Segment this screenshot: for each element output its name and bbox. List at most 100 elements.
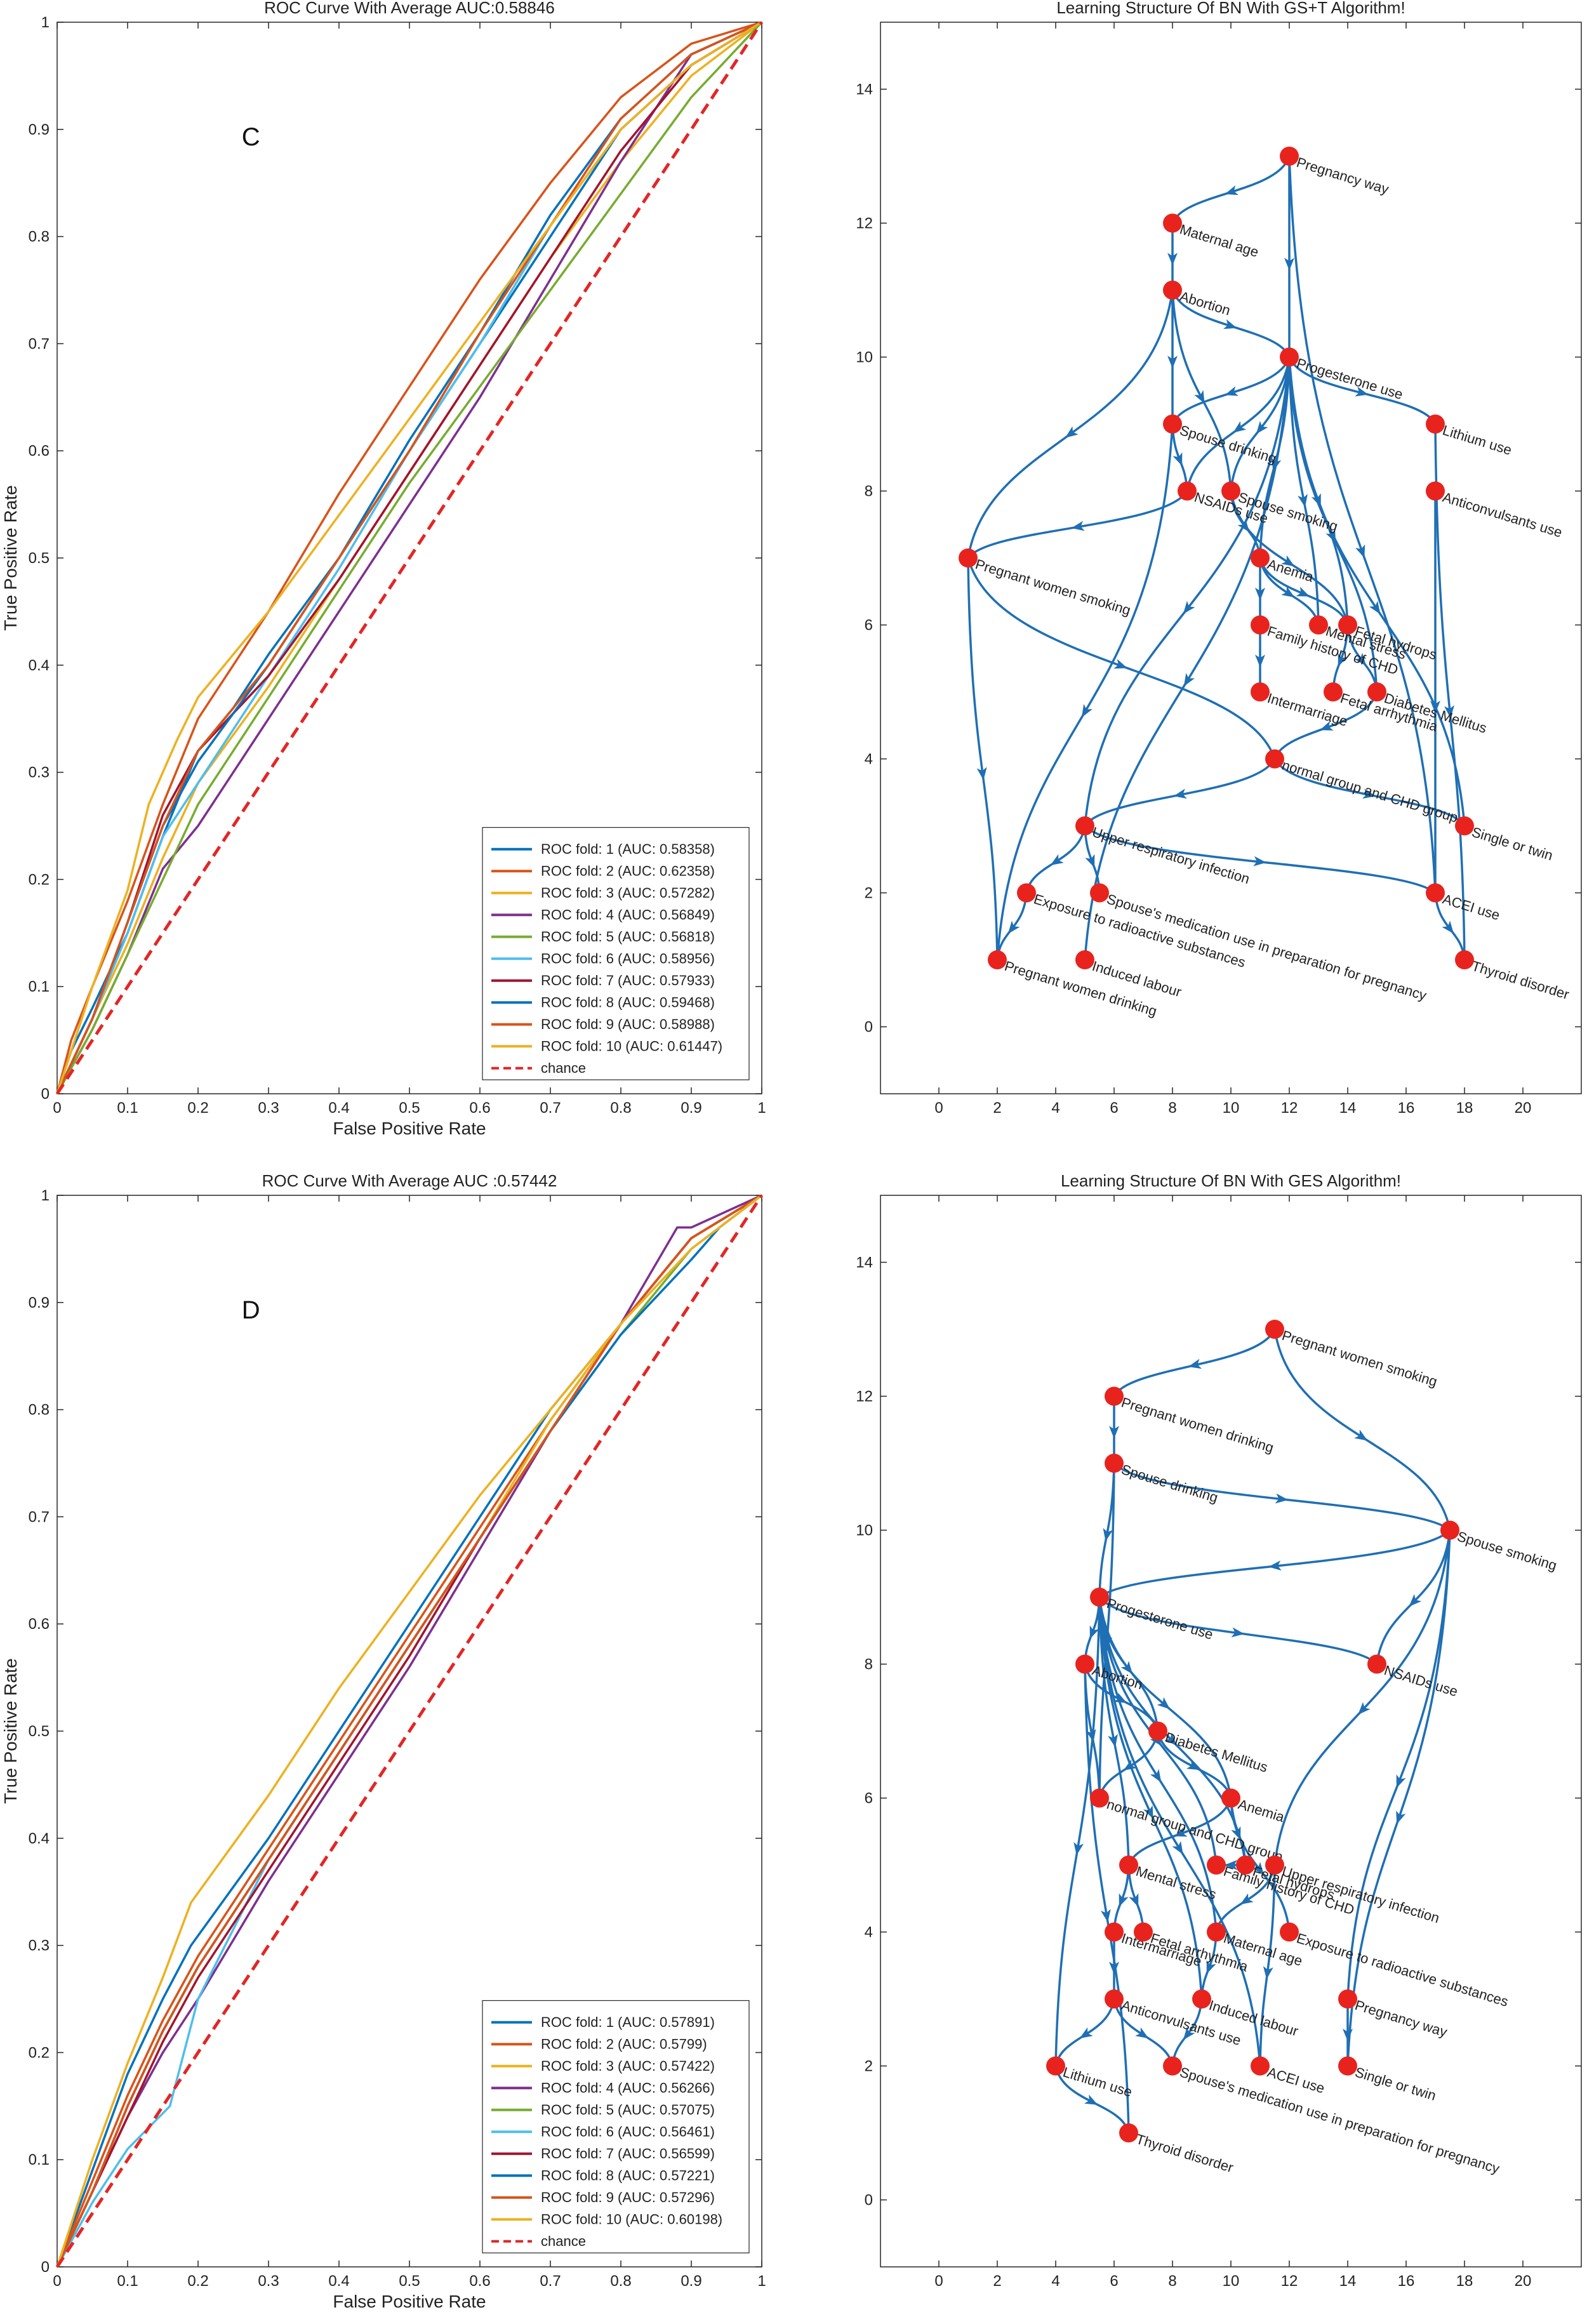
bn-edge-arrow — [1231, 1826, 1241, 1840]
bn-edge-arrow — [1231, 1627, 1245, 1638]
bn-node-label: Pregnant women smoking — [974, 556, 1133, 618]
y-tick-label: 0.8 — [29, 1402, 50, 1419]
x-tick-label: 20 — [1515, 2273, 1532, 2290]
y-tick-label: 0.4 — [29, 1830, 50, 1847]
bn-node — [1338, 615, 1357, 635]
chart-title: Learning Structure Of BN With GS+T Algor… — [1056, 0, 1405, 17]
bn-node-label: Progesterone use — [1105, 1595, 1215, 1643]
x-tick-label: 14 — [1339, 2273, 1357, 2290]
legend-entry: ROC fold: 2 (AUC: 0.62358) — [541, 863, 715, 879]
bn-edge-arrow — [1225, 386, 1239, 396]
y-tick-label: 0 — [41, 2259, 50, 2276]
bn-node-label: Thyroid disorder — [1134, 2131, 1235, 2175]
bn-node-label: Anemia — [1237, 1796, 1287, 1825]
bn-node — [1119, 2123, 1138, 2142]
bn-node-label: NSAIDs use — [1383, 1662, 1460, 1699]
bn-edge-arrow — [1320, 720, 1334, 731]
bn-edge — [967, 289, 1174, 559]
bn-edge-arrow — [1225, 185, 1239, 196]
y-tick-label: 14 — [856, 1254, 873, 1272]
bn-edge-arrow — [1183, 673, 1195, 687]
bn-edge-arrow — [1409, 1594, 1422, 1607]
legend-entry: ROC fold: 3 (AUC: 0.57282) — [541, 885, 715, 901]
bn-node — [1090, 1588, 1109, 1607]
roc-chart-d: ROC Curve With Average AUC :0.57442 0 0.1 0… — [1, 1171, 766, 2311]
y-tick-label: 0.3 — [29, 764, 50, 781]
bn-node-label: Spouse smoking — [1456, 1528, 1559, 1573]
bn-edge-arrow — [1183, 2026, 1195, 2040]
bn-node-label: Pregnancy way — [1353, 1997, 1449, 2040]
bn-node — [1455, 816, 1474, 835]
bn-node — [1163, 415, 1182, 434]
x-tick-label: 0.8 — [610, 1099, 631, 1117]
x-tick-label: 0.9 — [681, 1099, 701, 1117]
y-tick-label: 4 — [865, 751, 873, 768]
bn-edge-arrow — [1281, 586, 1295, 598]
y-tick-label: 6 — [865, 1790, 873, 1807]
y-tick-label: 0.4 — [29, 657, 50, 674]
bn-node — [1426, 883, 1445, 903]
bn-node — [1017, 883, 1036, 903]
bn-node — [1221, 481, 1240, 501]
bn-edge-arrow — [1167, 355, 1178, 369]
chart-title: ROC Curve With Average AUC :0.57442 — [262, 1171, 557, 1190]
x-axis-label: False Positive Rate — [333, 1119, 486, 1138]
chart-title: Learning Structure Of BN With GES Algori… — [1061, 1171, 1401, 1190]
bn-edge-arrow — [1157, 1697, 1171, 1710]
bn-edge-arrow — [1079, 2027, 1093, 2039]
legend-entry: ROC fold: 7 (AUC: 0.56599) — [541, 2146, 715, 2161]
bn-node-label: normal group and CHD group — [1280, 757, 1460, 825]
bn-edge-arrow — [1206, 1960, 1216, 1974]
y-tick-label: 10 — [856, 349, 873, 366]
y-tick-label: 0.3 — [29, 1937, 50, 1955]
bn-node — [1251, 682, 1270, 701]
bn-edge-arrow — [1358, 1702, 1371, 1715]
x-tick-label: 12 — [1281, 1099, 1298, 1117]
x-tick-label: 12 — [1281, 2273, 1298, 2290]
y-tick-label: 10 — [856, 1522, 873, 1539]
y-tick-label: 0.9 — [29, 1294, 50, 1311]
bn-node-label: Lithium use — [1441, 422, 1514, 458]
bn-node — [1309, 615, 1328, 635]
legend-entry: ROC fold: 3 (AUC: 0.57422) — [541, 2058, 715, 2074]
y-tick-label: 4 — [865, 1924, 873, 1941]
x-tick-label: 0.5 — [399, 1099, 420, 1117]
y-tick-label: 0.8 — [29, 229, 50, 246]
x-tick-label: 18 — [1456, 2273, 1473, 2290]
y-tick-label: 14 — [856, 81, 873, 98]
bn-edge-arrow — [1123, 1759, 1137, 1771]
bn-node-label: Pregnancy way — [1295, 154, 1391, 197]
x-tick-label: 0.7 — [540, 1099, 561, 1117]
y-tick-label: 0.2 — [29, 2044, 50, 2061]
bn-edge — [967, 557, 999, 960]
bn-node — [988, 950, 1007, 969]
y-tick-label: 0.6 — [29, 442, 50, 460]
y-tick-label: 0 — [865, 1019, 873, 1036]
bn-edge — [967, 557, 1276, 760]
bn-node-label: Progesterone use — [1295, 355, 1405, 402]
bn-node — [1046, 2056, 1065, 2076]
y-tick-label: 0 — [41, 1086, 50, 1103]
x-tick-label: 0 — [934, 2273, 943, 2290]
bn-edge-arrow — [1338, 653, 1348, 667]
bn-edge-arrow — [1081, 703, 1093, 718]
roc-series-line — [56, 1194, 763, 2268]
bn-edge-arrow — [1396, 1774, 1406, 1788]
bn-node — [1207, 1856, 1226, 1875]
bn-edge-arrow — [1167, 253, 1178, 266]
bn-edge-arrow — [1281, 555, 1295, 567]
x-tick-label: 0.3 — [258, 2273, 279, 2290]
legend-entry: ROC fold: 6 (AUC: 0.56461) — [541, 2123, 715, 2139]
x-tick-label: 2 — [993, 1099, 1001, 1117]
x-tick-label: 0.5 — [399, 2273, 420, 2290]
bn-node — [1105, 1989, 1124, 2009]
bn-node — [1105, 1454, 1124, 1473]
bn-edge-arrow — [1135, 2027, 1149, 2039]
bn-edge — [996, 423, 1174, 960]
legend-entry: ROC fold: 7 (AUC: 0.57933) — [541, 973, 715, 988]
bn-edge-arrow — [1355, 386, 1369, 397]
x-tick-label: 18 — [1456, 1099, 1473, 1117]
legend-entry: ROC fold: 5 (AUC: 0.57075) — [541, 2102, 715, 2118]
legend-entry: ROC fold: 8 (AUC: 0.57221) — [541, 2167, 715, 2183]
